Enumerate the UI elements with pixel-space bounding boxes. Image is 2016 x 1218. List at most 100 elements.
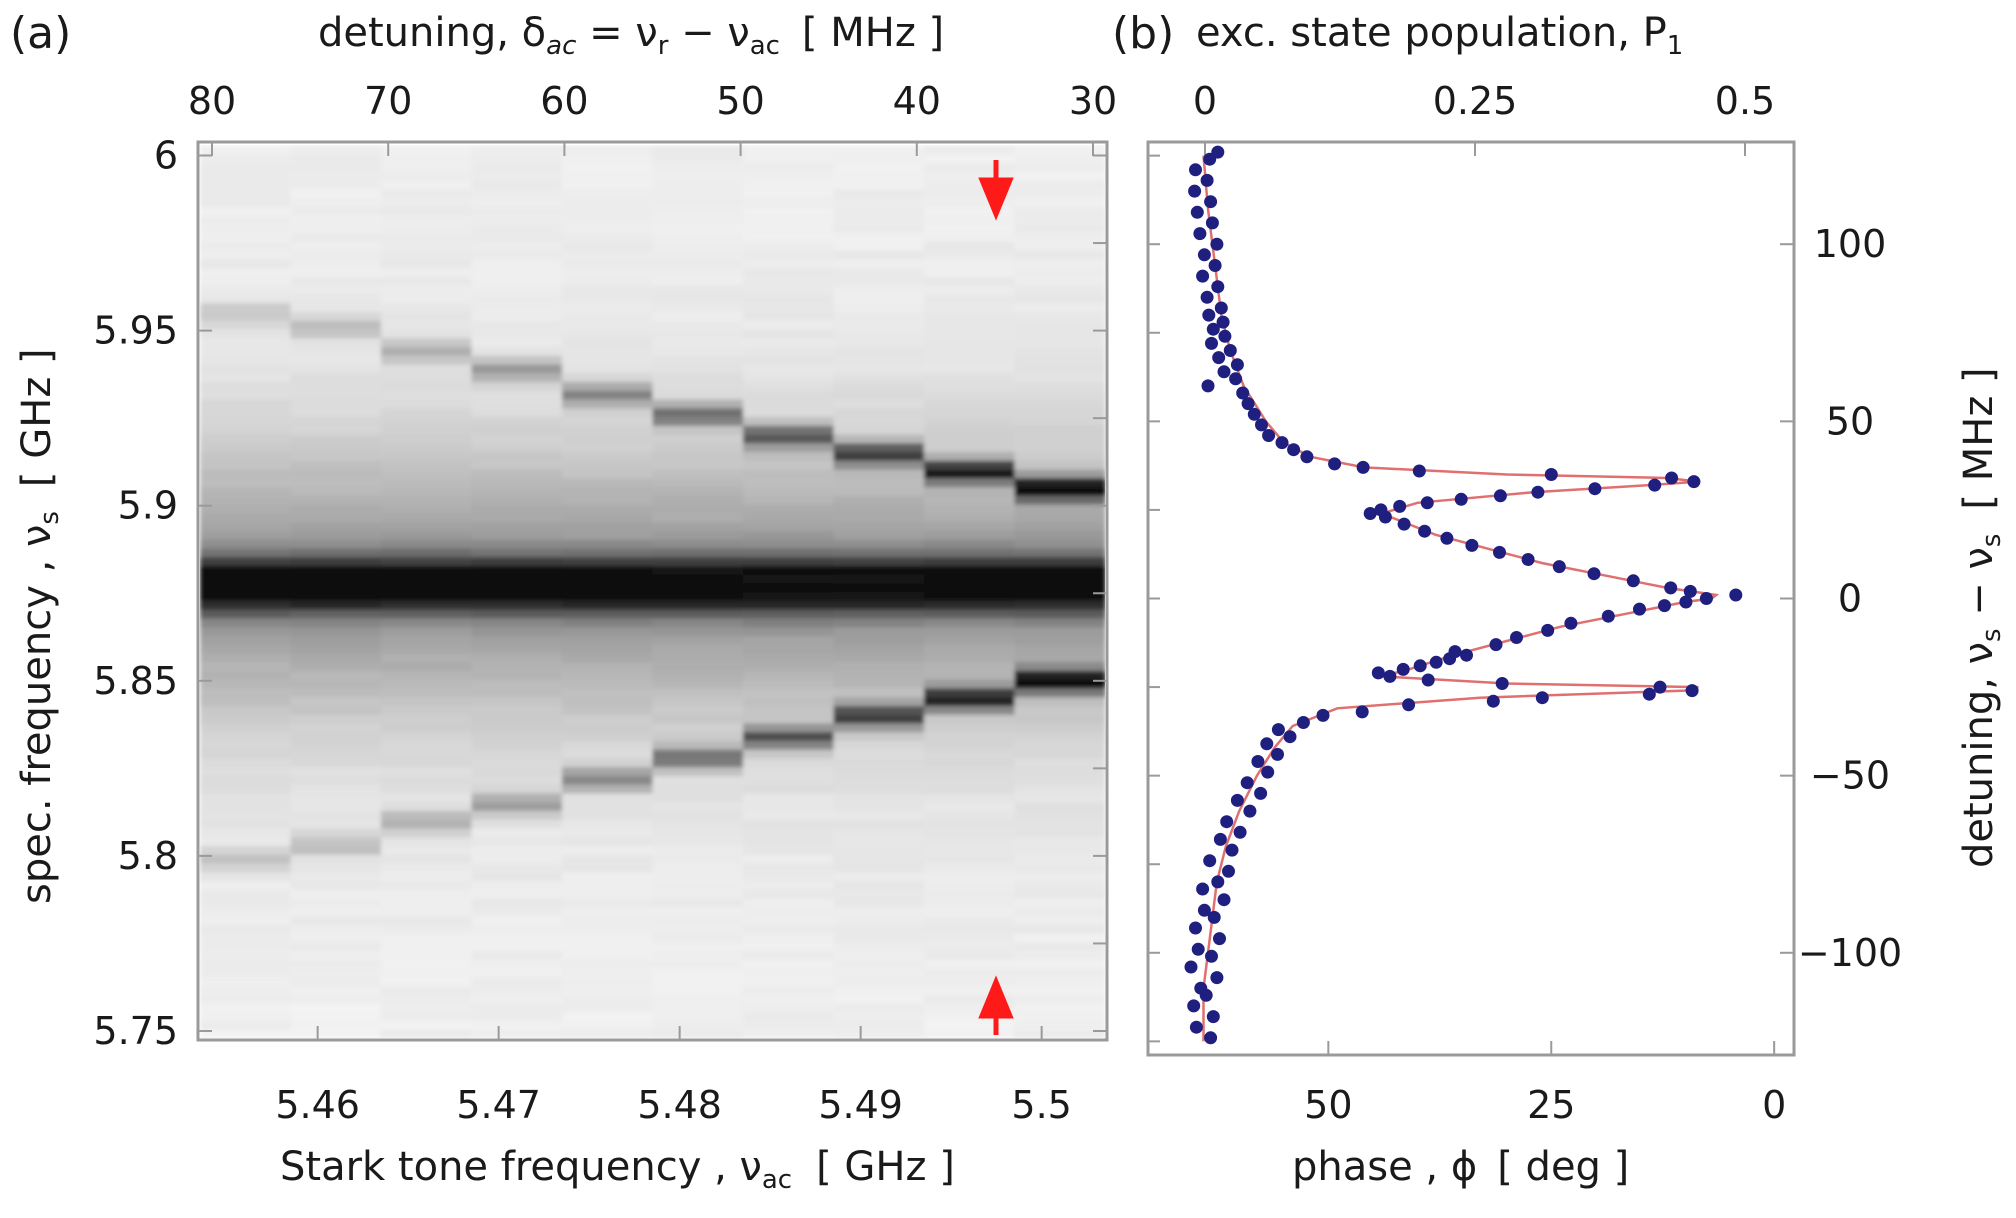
data-point	[1243, 804, 1257, 818]
heatmap-cell	[381, 512, 473, 523]
heatmap-cell	[833, 609, 925, 619]
heatmap-cell	[562, 740, 654, 750]
heatmap-cell	[833, 390, 925, 400]
heatmap-cell	[924, 714, 1016, 724]
heatmap-cell	[471, 968, 563, 978]
heatmap-cell	[1014, 442, 1105, 453]
heatmap-cell	[290, 994, 382, 1004]
heatmap-cell	[652, 968, 744, 978]
data-point	[1261, 765, 1275, 779]
heatmap-cell	[200, 889, 292, 899]
heatmap-cell	[743, 749, 835, 759]
heatmap-cell	[833, 687, 925, 698]
data-point	[1397, 517, 1411, 531]
data-point	[1648, 478, 1662, 492]
heatmap-cell	[1014, 1003, 1105, 1013]
heatmap-cell	[652, 407, 744, 417]
heatmap-cell	[743, 1029, 835, 1038]
heatmap-cell	[1014, 1011, 1105, 1022]
heatmap-cell	[471, 565, 563, 575]
heatmap-cell	[743, 1003, 835, 1013]
heatmap-cell	[743, 468, 835, 479]
a-x-tick-label: 5.47	[456, 1083, 541, 1127]
heatmap-cell	[562, 433, 654, 444]
heatmap-cell	[1014, 950, 1105, 960]
heatmap-cell	[381, 749, 473, 759]
heatmap-cell	[471, 372, 563, 382]
heatmap-cell	[743, 705, 835, 715]
heatmap-cell	[833, 547, 925, 558]
heatmap-cell	[471, 731, 563, 741]
data-point	[1418, 524, 1432, 538]
heatmap-cell	[471, 460, 563, 470]
heatmap-cell	[381, 705, 473, 715]
heatmap-cell	[652, 687, 744, 698]
heatmap-cell	[200, 153, 292, 164]
heatmap-cell	[1014, 976, 1105, 987]
heatmap-cell	[924, 652, 1016, 663]
heatmap-cell	[381, 766, 473, 776]
heatmap-cell	[924, 976, 1016, 987]
heatmap-cell	[743, 311, 835, 321]
data-point	[1229, 372, 1243, 386]
data-point	[1588, 482, 1602, 496]
heatmap-cell	[743, 206, 835, 216]
heatmap-cell	[471, 1029, 563, 1038]
heatmap-cell	[200, 609, 292, 619]
heatmap-cell	[924, 670, 1016, 680]
data-point	[1412, 464, 1426, 478]
heatmap-cell	[200, 705, 292, 715]
heatmap-cell	[924, 346, 1016, 356]
heatmap-cell	[290, 293, 382, 304]
heatmap-cell	[381, 836, 473, 846]
heatmap-cell	[562, 451, 654, 461]
data-point	[1240, 776, 1254, 790]
heatmap-cell	[924, 722, 1016, 733]
heatmap-cell	[1014, 145, 1105, 155]
heatmap-cell	[290, 504, 382, 514]
heatmap-cell	[200, 784, 292, 794]
heatmap-cell	[743, 495, 835, 505]
heatmap-cell	[290, 889, 382, 899]
heatmap-cell	[924, 609, 1016, 619]
heatmap-cell	[200, 687, 292, 698]
heatmap-cell	[833, 372, 925, 382]
data-point	[1217, 365, 1231, 379]
heatmap-cell	[200, 363, 292, 374]
heatmap-cell	[652, 845, 744, 855]
heatmap-cell	[743, 258, 835, 269]
heatmap-cell	[833, 398, 925, 409]
heatmap-cell	[381, 188, 473, 199]
heatmap-cell	[833, 425, 925, 435]
heatmap-cell	[471, 644, 563, 654]
heatmap-cell	[833, 1029, 925, 1038]
heatmap-cell	[200, 250, 292, 260]
heatmap-cell	[471, 740, 563, 750]
heatmap-cell	[924, 468, 1016, 479]
data-point	[1371, 666, 1385, 680]
heatmap-cell	[381, 145, 473, 155]
data-point	[1420, 496, 1434, 510]
heatmap-cell	[200, 740, 292, 750]
heatmap-cell	[290, 337, 382, 347]
heatmap-cell	[562, 162, 654, 172]
heatmap-cell	[833, 145, 925, 155]
heatmap-cell	[743, 1011, 835, 1022]
heatmap-cell	[290, 941, 382, 952]
heatmap-cell	[743, 609, 835, 619]
heatmap-cell	[833, 267, 925, 277]
heatmap-cell	[924, 547, 1016, 558]
heatmap-cell	[924, 215, 1016, 225]
heatmap-cell	[652, 232, 744, 242]
data-point	[1685, 684, 1699, 698]
heatmap-cell	[833, 276, 925, 286]
heatmap-cell	[471, 337, 563, 347]
heatmap-cell	[290, 530, 382, 540]
data-point	[1206, 1010, 1220, 1024]
heatmap-cell	[652, 285, 744, 295]
heatmap-cell	[200, 644, 292, 654]
heatmap-cell	[200, 180, 292, 190]
heatmap-cell	[200, 854, 292, 864]
heatmap-cell	[290, 915, 382, 925]
heatmap-cell	[652, 372, 744, 382]
